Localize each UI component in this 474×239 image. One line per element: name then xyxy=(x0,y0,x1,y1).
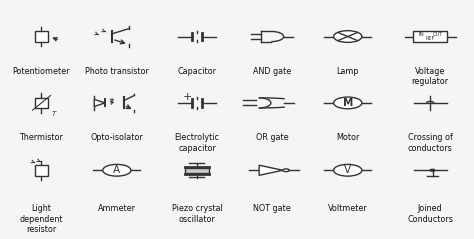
Circle shape xyxy=(283,169,289,172)
Text: OUT: OUT xyxy=(433,33,443,38)
Text: Motor: Motor xyxy=(336,133,359,142)
Text: Thermistor: Thermistor xyxy=(19,133,64,142)
Text: IN: IN xyxy=(419,33,425,38)
Text: NOT gate: NOT gate xyxy=(254,204,291,213)
Text: Lamp: Lamp xyxy=(337,67,359,76)
Circle shape xyxy=(334,97,362,109)
Text: Piezo crystal
oscillator: Piezo crystal oscillator xyxy=(172,204,222,224)
Text: REF: REF xyxy=(426,36,435,41)
Text: Voltage
regulator: Voltage regulator xyxy=(411,67,449,86)
Text: T: T xyxy=(52,111,56,117)
Bar xyxy=(35,31,48,42)
Text: V: V xyxy=(344,165,351,175)
Text: AND gate: AND gate xyxy=(253,67,292,76)
Text: Capacitor: Capacitor xyxy=(177,67,217,76)
Text: Crossing of
conductors: Crossing of conductors xyxy=(408,133,453,152)
Bar xyxy=(35,98,48,108)
Text: Voltmeter: Voltmeter xyxy=(328,204,368,213)
Bar xyxy=(185,168,209,173)
Bar xyxy=(35,165,48,176)
Text: Light
dependent
resistor: Light dependent resistor xyxy=(20,204,63,234)
Circle shape xyxy=(430,169,435,171)
Bar xyxy=(413,31,447,42)
Text: M: M xyxy=(343,98,353,108)
Circle shape xyxy=(103,164,131,176)
Text: Opto-isolator: Opto-isolator xyxy=(91,133,143,142)
Polygon shape xyxy=(94,99,105,106)
Text: OR gate: OR gate xyxy=(256,133,289,142)
Text: +: + xyxy=(183,92,192,102)
Circle shape xyxy=(334,164,362,176)
Polygon shape xyxy=(259,165,283,175)
Text: Photo transistor: Photo transistor xyxy=(85,67,149,76)
Text: Electrolytic
capacitor: Electrolytic capacitor xyxy=(174,133,219,152)
Text: Ammeter: Ammeter xyxy=(98,204,136,213)
Circle shape xyxy=(334,31,362,42)
Text: A: A xyxy=(113,165,120,175)
Text: Potentiometer: Potentiometer xyxy=(13,67,70,76)
Text: Joined
Conductors: Joined Conductors xyxy=(407,204,453,224)
